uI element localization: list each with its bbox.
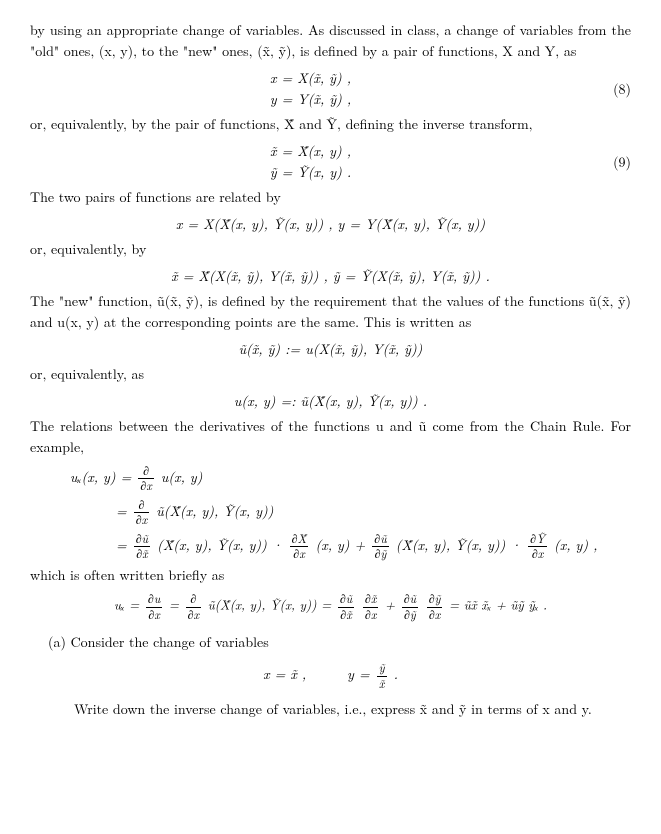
frac-den: ∂ỹ — [402, 608, 418, 622]
frac-du-dx: ∂u ∂x — [146, 592, 162, 622]
frac-den: ∂x — [363, 608, 379, 622]
part-a-label: (a) — [48, 632, 66, 652]
equation-13: u(x, y) =: ũ(X̃(x, y), Ỹ(x, y)) . — [30, 391, 631, 412]
frac-dxt-dx: ∂x̃ ∂x — [363, 592, 379, 622]
eq10-content: x = X(X̃(x, y), Ỹ(x, y)) , y = Y(X̃(x, y… — [30, 214, 631, 235]
part-a-text: Consider the change of variables — [71, 632, 269, 652]
eq12-content: ũ(x̃, ỹ) := u(X(x̃, ỹ), Y(x̃, ỹ)) — [30, 339, 631, 360]
frac-den: ∂x̃ — [134, 547, 150, 561]
equation-10: x = X(X̃(x, y), Ỹ(x, y)) , y = Y(X̃(x, y… — [30, 214, 631, 235]
paragraph-3: The two pairs of functions are related b… — [30, 187, 631, 208]
deriv3-d: (x, y) , — [554, 534, 597, 554]
equation-9: x̃ = X̃(x, y) , ỹ = Ỹ(x, y) . (9) — [30, 141, 631, 183]
parta-eq-c: . — [394, 664, 398, 684]
frac-d-dx-3: ∂ ∂x — [186, 592, 202, 622]
equation-11: x̃ = X̃(X(x̃, ỹ), Y(x̃, ỹ)) , ỹ = Ỹ(X(x̃… — [30, 266, 631, 287]
eq14-e: = ũx̃ x̃ₓ + ũỹ ỹₓ . — [449, 595, 547, 614]
eq9-line-b: ỹ = Ỹ(x, y) . — [30, 162, 591, 183]
part-a-question: Write down the inverse change of variabl… — [74, 699, 631, 720]
eq14-c: ũ(X̃(x, y), Ỹ(x, y)) = — [208, 595, 336, 614]
eq13-content: u(x, y) =: ũ(X̃(x, y), Ỹ(x, y)) . — [30, 391, 631, 412]
frac-den: ∂x — [186, 608, 202, 622]
eq14-a: uₓ = — [114, 595, 144, 614]
paragraph-4: or, equivalently, by — [30, 239, 631, 260]
deriv3-c: (X̃(x, y), Ỹ(x, y)) · — [396, 534, 526, 554]
frac-dXt-dx: ∂X̃ ∂x — [290, 532, 309, 562]
derivation-block: uₓ(x, y) = ∂ ∂x u(x, y) = ∂ ∂x ũ(X̃(x, y… — [70, 464, 631, 561]
frac-den: ∂ỹ — [372, 547, 388, 561]
eq8-line-b: y = Y(x̃, ỹ) , — [30, 89, 591, 110]
deriv-line-3: = ∂ũ ∂x̃ (X̃(x, y), Ỹ(x, y)) · ∂X̃ ∂x (x… — [116, 532, 631, 562]
frac-den: ∂x — [528, 547, 547, 561]
frac-du-dxt-2: ∂ũ ∂x̃ — [338, 592, 354, 622]
frac-du-dyt: ∂ũ ∂ỹ — [372, 532, 388, 562]
equation-14: uₓ = ∂u ∂x = ∂ ∂x ũ(X̃(x, y), Ỹ(x, y)) =… — [30, 592, 631, 622]
eq8-number: (8) — [591, 79, 631, 100]
eq8-line-a: x = X(x̃, ỹ) , — [30, 68, 591, 89]
frac-du-dyt-2: ∂ũ ∂ỹ — [402, 592, 418, 622]
frac-d-dx-1: ∂ ∂x — [138, 464, 154, 494]
deriv-line-2: = ∂ ∂x ũ(X̃(x, y), Ỹ(x, y)) — [116, 498, 631, 528]
frac-d-dx-2: ∂ ∂x — [134, 498, 150, 528]
frac-den: ∂x̃ — [338, 608, 354, 622]
deriv1-lhs: uₓ(x, y) = — [70, 467, 136, 487]
frac-den: ∂x — [134, 513, 150, 527]
paragraph-5: The "new" function, ũ(x̃, ỹ), is defined… — [30, 291, 631, 333]
deriv1-rhs: u(x, y) — [161, 467, 203, 487]
frac-den: ∂x — [290, 547, 309, 561]
parta-eq-b: y = — [347, 664, 375, 684]
equation-8: x = X(x̃, ỹ) , y = Y(x̃, ỹ) , (8) — [30, 68, 631, 110]
deriv3-a: (X̃(x, y), Ỹ(x, y)) · — [157, 534, 287, 554]
paragraph-8: which is often written briefly as — [30, 565, 631, 586]
paragraph-7: The relations between the derivatives of… — [30, 416, 631, 458]
frac-yt-xt: ỹ x̃ — [377, 661, 387, 691]
frac-den: x̃ — [377, 677, 387, 691]
frac-den: ∂x — [138, 479, 154, 493]
frac-den: ∂x — [427, 608, 443, 622]
paragraph-6: or, equivalently, as — [30, 364, 631, 385]
eq14-b: = — [169, 595, 184, 614]
parta-eq-a: x = x̃ , — [263, 664, 306, 684]
paragraph-1: by using an appropriate change of variab… — [30, 20, 631, 62]
part-a-equation: x = x̃ , y = ỹ x̃ . — [30, 661, 631, 691]
deriv-line-1: uₓ(x, y) = ∂ ∂x u(x, y) — [70, 464, 631, 494]
eq9-line-a: x̃ = X̃(x, y) , — [30, 141, 591, 162]
frac-dyt-dx: ∂ỹ ∂x — [427, 592, 443, 622]
frac-dYt-dx: ∂Ỹ ∂x — [528, 532, 547, 562]
deriv3-b: (x, y) + — [315, 534, 370, 554]
eq9-number: (9) — [591, 152, 631, 173]
deriv2-rhs: ũ(X̃(x, y), Ỹ(x, y)) — [156, 501, 273, 521]
part-a: (a) Consider the change of variables — [30, 632, 631, 653]
eq14-d: + — [385, 595, 400, 614]
frac-du-dxt: ∂ũ ∂x̃ — [134, 532, 150, 562]
equation-12: ũ(x̃, ỹ) := u(X(x̃, ỹ), Y(x̃, ỹ)) — [30, 339, 631, 360]
eq11-content: x̃ = X̃(X(x̃, ỹ), Y(x̃, ỹ)) , ỹ = Ỹ(X(x̃… — [30, 266, 631, 287]
frac-den: ∂x — [146, 608, 162, 622]
paragraph-2: or, equivalently, by the pair of functio… — [30, 114, 631, 135]
